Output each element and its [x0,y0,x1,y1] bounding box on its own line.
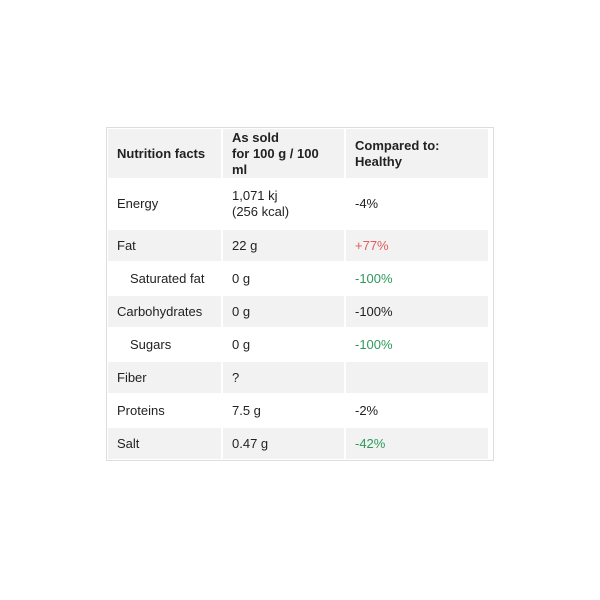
nutrition-table: Nutrition facts As sold for 100 g / 100 m… [106,127,490,461]
header-compared: Compared to: Healthy [346,129,488,178]
nutrient-value: ? [223,362,344,393]
nutrient-value: 22 g [223,230,344,261]
header-as-sold-line1: As sold [232,129,279,145]
nutrition-table-container: Nutrition facts As sold for 100 g / 100 m… [106,127,494,461]
table-row: Saturated fat 0 g -100% [108,263,488,294]
table-row: Sugars 0 g -100% [108,329,488,360]
table-row: Fiber ? [108,362,488,393]
nutrient-compare [346,362,488,393]
table-row: Fat 22 g +77% [108,230,488,261]
nutrient-name: Energy [117,196,159,211]
nutrient-compare: -4% [355,196,379,211]
nutrient-value: 0.47 g [223,428,344,459]
nutrient-compare: +77% [346,230,488,261]
table-row: Salt 0.47 g -42% [108,428,488,459]
nutrient-value: 0 g [223,296,344,327]
nutrient-name: Proteins [117,403,165,418]
nutrient-name: Carbohydrates [108,296,221,327]
table-row: Energy 1,071 kj (256 kcal) -4% [108,180,488,228]
header-as-sold: As sold for 100 g / 100 ml [223,129,344,178]
nutrient-compare: -100% [355,271,393,286]
nutrient-compare: -2% [355,403,379,418]
nutrient-value: 0 g [232,337,251,352]
header-row: Nutrition facts As sold for 100 g / 100 m… [108,129,488,178]
header-nutrition-facts: Nutrition facts [108,129,221,178]
value-line1: 1,071 kj [232,188,278,203]
nutrient-value: 1,071 kj (256 kcal) [223,180,344,228]
nutrient-value: 7.5 g [232,403,261,418]
value-line2: (256 kcal) [232,204,290,219]
nutrient-compare: -42% [346,428,488,459]
nutrient-compare: -100% [346,296,488,327]
nutrient-name: Fiber [108,362,221,393]
nutrient-name: Sugars [130,337,172,352]
nutrient-name: Salt [108,428,221,459]
nutrient-name: Saturated fat [130,271,205,286]
header-as-sold-line2: for 100 g / 100 ml [232,145,319,177]
nutrient-value: 0 g [232,271,251,286]
nutrient-compare: -100% [355,337,393,352]
table-row: Carbohydrates 0 g -100% [108,296,488,327]
nutrient-name: Fat [108,230,221,261]
table-row: Proteins 7.5 g -2% [108,395,488,426]
